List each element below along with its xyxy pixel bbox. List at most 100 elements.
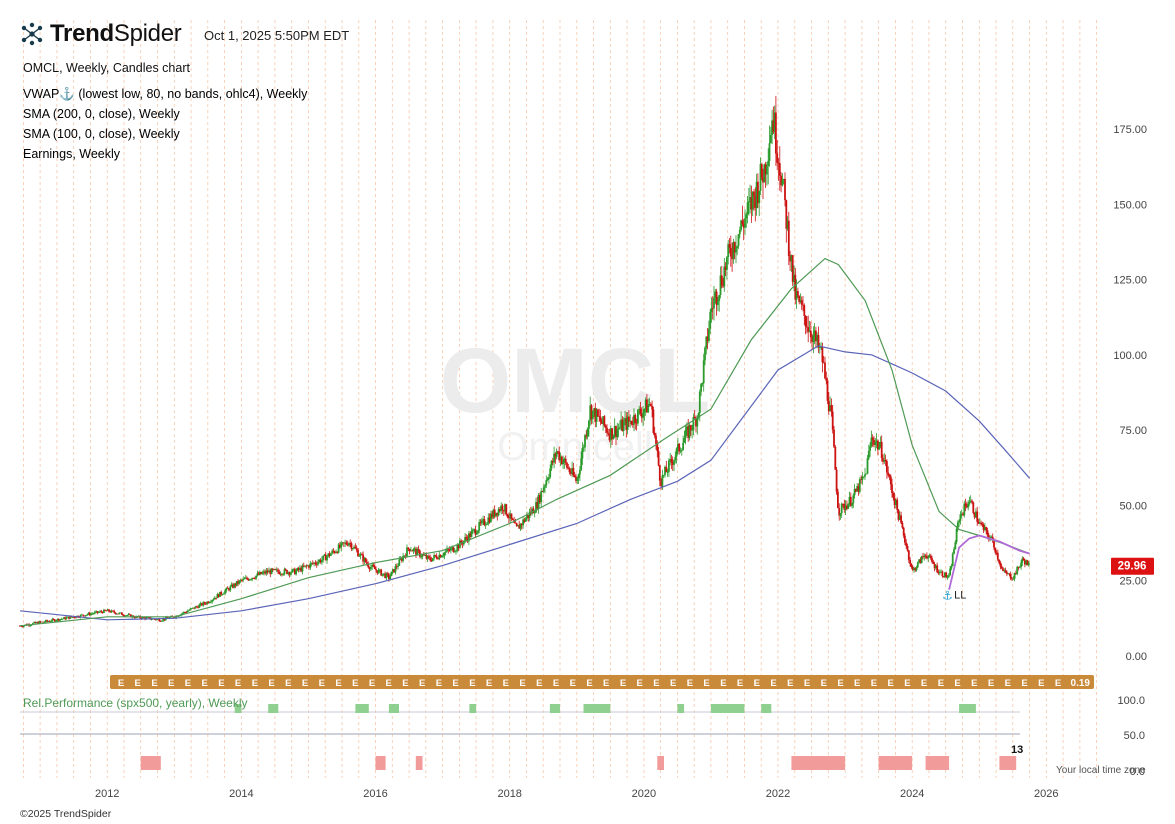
candle [705, 336, 708, 355]
candle-body [642, 412, 644, 418]
candle-body [745, 214, 748, 219]
candle [861, 472, 864, 485]
candle [566, 461, 568, 470]
candle [544, 483, 546, 494]
candle [628, 410, 630, 427]
earnings-marker: E [586, 678, 592, 689]
indicator-earnings-label[interactable]: Earnings, Weekly [23, 147, 121, 161]
rel-performance-panel[interactable]: Rel.Performance (spx500, yearly), Weekly… [20, 695, 1145, 778]
candle [862, 476, 865, 479]
candle-body [668, 460, 670, 472]
candle-body [749, 197, 751, 201]
candle-body [301, 565, 304, 572]
candle-body [215, 597, 217, 599]
candle-body [963, 503, 966, 516]
candle-body [673, 460, 675, 465]
candle [803, 303, 806, 326]
candle [853, 483, 856, 499]
candle-body [70, 616, 73, 618]
candle-body [840, 503, 843, 514]
candle-body [702, 360, 705, 384]
candle [241, 579, 243, 583]
candle-body [364, 558, 367, 563]
candle-body [866, 458, 869, 474]
candle [892, 491, 895, 501]
candle [567, 463, 570, 470]
candle [768, 125, 771, 167]
candle-body [519, 523, 522, 529]
candle-body [651, 405, 653, 410]
candle-body [815, 330, 817, 342]
candle-body [141, 617, 144, 619]
candle-body [719, 275, 722, 295]
candle-body [417, 548, 420, 551]
candle-body [568, 468, 571, 473]
candle [950, 563, 953, 571]
candle [355, 545, 358, 553]
candle-body [33, 622, 36, 624]
candle-body [204, 603, 207, 605]
candle-body [395, 566, 398, 568]
candle [977, 518, 980, 524]
candle [1017, 566, 1020, 571]
time-axis[interactable]: 2012 2014 2016 2018 2020 2022 2024 2026 [95, 788, 1059, 800]
indicator-vwap-label[interactable]: VWAP⚓ (lowest low, 80, no bands, ohlc4),… [23, 87, 308, 101]
symbol-line[interactable]: OMCL, Weekly, Candles chart [23, 61, 190, 75]
candle-body [664, 466, 666, 475]
candle-body [250, 579, 252, 581]
candle [250, 578, 252, 581]
candle [233, 582, 235, 589]
candle [295, 568, 297, 576]
candle [1026, 559, 1029, 566]
candle-body [813, 330, 816, 336]
candle-body [465, 537, 468, 539]
candle [967, 500, 970, 511]
candle-body [861, 476, 864, 480]
candle [675, 447, 678, 464]
candle [658, 465, 661, 487]
candle-body [960, 513, 963, 515]
candle [615, 425, 617, 445]
candle-body [793, 274, 795, 282]
candle-body [548, 477, 550, 480]
indicator-sma100-label[interactable]: SMA (100, 0, close), Weekly [23, 127, 180, 141]
candle [580, 451, 583, 471]
candle-body [764, 164, 767, 175]
candle [975, 508, 977, 518]
candle-body [475, 533, 478, 535]
candle [127, 613, 130, 616]
candle [335, 549, 337, 554]
brand-name-part2: Spider [113, 20, 182, 47]
candle [742, 218, 745, 241]
indicator-sma200-label[interactable]: SMA (200, 0, close), Weekly [23, 107, 180, 121]
candle [585, 430, 588, 440]
candle-body [763, 164, 766, 183]
candle [492, 508, 495, 519]
candle [731, 242, 733, 272]
candle-body [309, 563, 312, 568]
candle-body [954, 542, 957, 550]
candle [811, 333, 813, 351]
candle-body [933, 564, 936, 569]
relperf-tick-label: 100.0 [1117, 695, 1145, 707]
brand-logo[interactable]: TrendSpider [20, 20, 182, 48]
candle [679, 447, 682, 454]
candle-body [911, 566, 914, 570]
candle-body [457, 545, 460, 549]
price-axis[interactable]: 0.0025.0050.0075.00100.00125.00150.00175… [1111, 124, 1154, 663]
candle-body [402, 556, 404, 561]
candle [717, 296, 719, 312]
relperf-negative-block [999, 756, 1017, 770]
candle-body [996, 552, 999, 560]
candle [998, 559, 1000, 565]
candle [777, 157, 780, 181]
candle-body [666, 471, 669, 473]
candle [995, 550, 998, 556]
candle-body [677, 443, 679, 449]
candle-body [580, 458, 583, 470]
candle-body [638, 408, 641, 410]
candle-body [108, 609, 110, 612]
